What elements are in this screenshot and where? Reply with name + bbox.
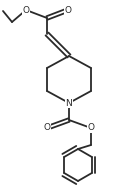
Text: O: O — [64, 6, 71, 14]
Text: O: O — [22, 6, 30, 14]
Text: N: N — [66, 98, 72, 107]
Text: O: O — [43, 124, 51, 132]
Text: O: O — [87, 124, 95, 132]
